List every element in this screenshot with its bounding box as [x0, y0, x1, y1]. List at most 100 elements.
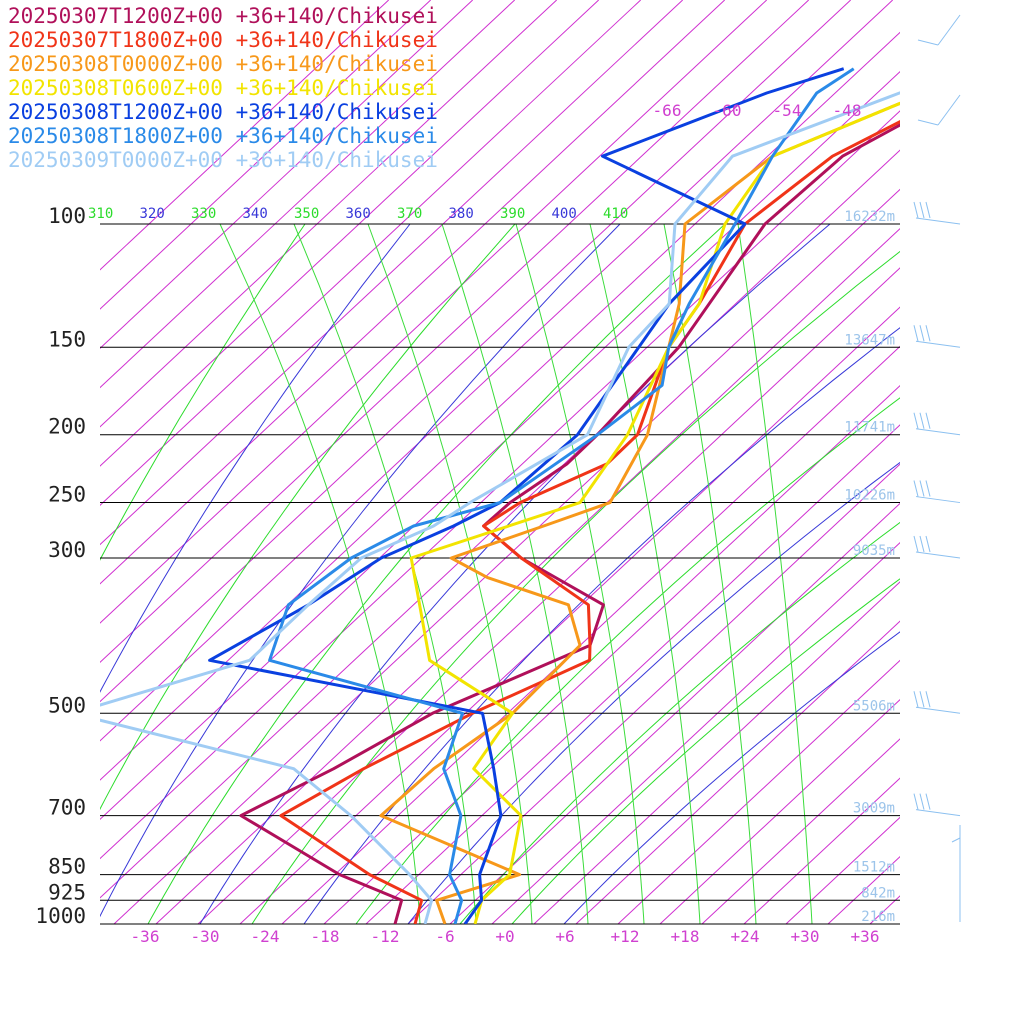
- sounding-trace-5: [208, 67, 845, 924]
- wind-barb-flag: [913, 535, 919, 553]
- wind-barb-flag: [913, 691, 919, 708]
- x-tick-label: -30: [191, 927, 220, 946]
- pressure-label: 500: [48, 693, 86, 717]
- theta-label: 400: [552, 206, 577, 222]
- sounding-trace-4: [409, 101, 900, 924]
- wind-barb-flag: [913, 412, 919, 429]
- isotherm-line: [100, 110, 900, 860]
- wind-barb-flag: [917, 119, 939, 126]
- isentrope-line: [100, 223, 516, 811]
- isotherm-line: [100, 0, 558, 428]
- wind-barb-shaft: [937, 14, 961, 46]
- isotherm-line: [617, 659, 900, 924]
- isotherm-line: [575, 620, 900, 924]
- isotherm-line: [491, 542, 900, 924]
- isotherm-line: [155, 227, 900, 924]
- isotherm-line: [869, 895, 900, 924]
- height-label: 216m: [861, 909, 895, 925]
- isentrope-grid: [100, 223, 900, 924]
- pressure-label: 200: [48, 415, 86, 439]
- isotherm-line: [449, 502, 900, 924]
- x-tick-label: +18: [671, 927, 700, 946]
- chart-legend: 20250307T1200Z+00 +36+140/Chikusei202503…: [8, 4, 438, 172]
- isotherm-line: [100, 0, 894, 742]
- theta-label: 370: [397, 206, 422, 222]
- wind-barb-shaft: [915, 496, 961, 504]
- x-tick-label: -36: [131, 927, 160, 946]
- wind-barb: [913, 201, 961, 225]
- x-tick-label: -18: [311, 927, 340, 946]
- sounding-trace-7: [100, 91, 900, 924]
- wind-barb: [913, 325, 961, 348]
- isotherm-line: [100, 0, 516, 389]
- legend-entry: 20250308T0000Z+00 +36+140/Chikusei: [8, 52, 438, 76]
- height-label: 16232m: [844, 209, 895, 225]
- pressure-label: 150: [48, 327, 86, 351]
- x-tick-label: -6: [435, 927, 454, 946]
- legend-entry: 20250309T0000Z+00 +36+140/Chikusei: [8, 148, 438, 172]
- wind-barb-flag: [919, 201, 925, 219]
- isotherm-line: [100, 0, 768, 624]
- wind-barb-flag: [951, 837, 961, 843]
- pressure-label: 925: [48, 880, 86, 904]
- wind-barb-flag: [925, 480, 931, 497]
- isotherm-line: [533, 581, 900, 924]
- moist-adiabat-line: [293, 223, 477, 924]
- isotherm-line: [100, 0, 432, 310]
- wind-barb-flag: [913, 793, 919, 810]
- isotherm-line: [100, 149, 900, 899]
- isotherm-line: [100, 0, 390, 271]
- height-label: 1512m: [853, 860, 895, 876]
- theta-label: 350: [294, 206, 319, 222]
- height-label: 3009m: [853, 801, 895, 817]
- x-tick-label: +30: [791, 927, 820, 946]
- isotherm-line: [100, 0, 642, 506]
- wind-barb-flag: [919, 535, 925, 553]
- wind-barb-shaft: [915, 428, 961, 436]
- upper-temp-label: -66: [653, 101, 682, 120]
- moist-adiabat-line: [737, 223, 813, 924]
- wind-barb: [913, 691, 961, 714]
- isentrope-line: [199, 223, 831, 924]
- x-tick-label: +6: [555, 927, 574, 946]
- x-tick-label: -24: [251, 927, 280, 946]
- wind-barb-flag: [925, 201, 931, 219]
- wind-barb-flag: [919, 691, 925, 708]
- upper-temp-label: -60: [713, 101, 742, 120]
- isotherm-line: [701, 738, 900, 924]
- sounding-trace-2: [279, 120, 900, 924]
- x-tick-label: +12: [611, 927, 640, 946]
- wind-barb-flag: [913, 325, 919, 342]
- wind-barb: [913, 480, 961, 504]
- theta-label: 320: [140, 206, 165, 222]
- pressure-label: 250: [48, 483, 86, 507]
- wind-barb: [913, 535, 961, 559]
- theta-label: 380: [449, 206, 474, 222]
- wind-barb-flag: [919, 480, 925, 497]
- theta-label: 330: [191, 206, 216, 222]
- isotherm-line: [659, 699, 900, 924]
- wind-barb-shaft: [915, 706, 961, 714]
- height-label: 11741m: [844, 420, 895, 436]
- isotherm-line: [365, 424, 900, 924]
- wind-barb-flag: [919, 793, 925, 810]
- height-label: 13647m: [844, 332, 895, 348]
- isotherm-line: [100, 0, 474, 349]
- legend-entry: 20250308T1800Z+00 +36+140/Chikusei: [8, 124, 438, 148]
- isotherm-line: [100, 0, 810, 664]
- theta-label: 360: [346, 206, 371, 222]
- isentrope-line: [511, 578, 900, 924]
- wind-barb-shaft: [915, 551, 961, 559]
- legend-entry: 20250308T1200Z+00 +36+140/Chikusei: [8, 100, 438, 124]
- theta-label: 340: [243, 206, 268, 222]
- isotherm-line: [100, 0, 600, 467]
- isotherm-line: [100, 31, 900, 781]
- theta-label: 390: [500, 206, 525, 222]
- x-tick-label: -12: [371, 927, 400, 946]
- sounding-trace-6: [268, 67, 855, 924]
- wind-barb-flag: [925, 412, 931, 429]
- isotherm-line: [785, 816, 900, 924]
- wind-barb-flag: [917, 39, 939, 46]
- isotherm-line: [827, 856, 900, 924]
- isotherm-line: [100, 0, 852, 703]
